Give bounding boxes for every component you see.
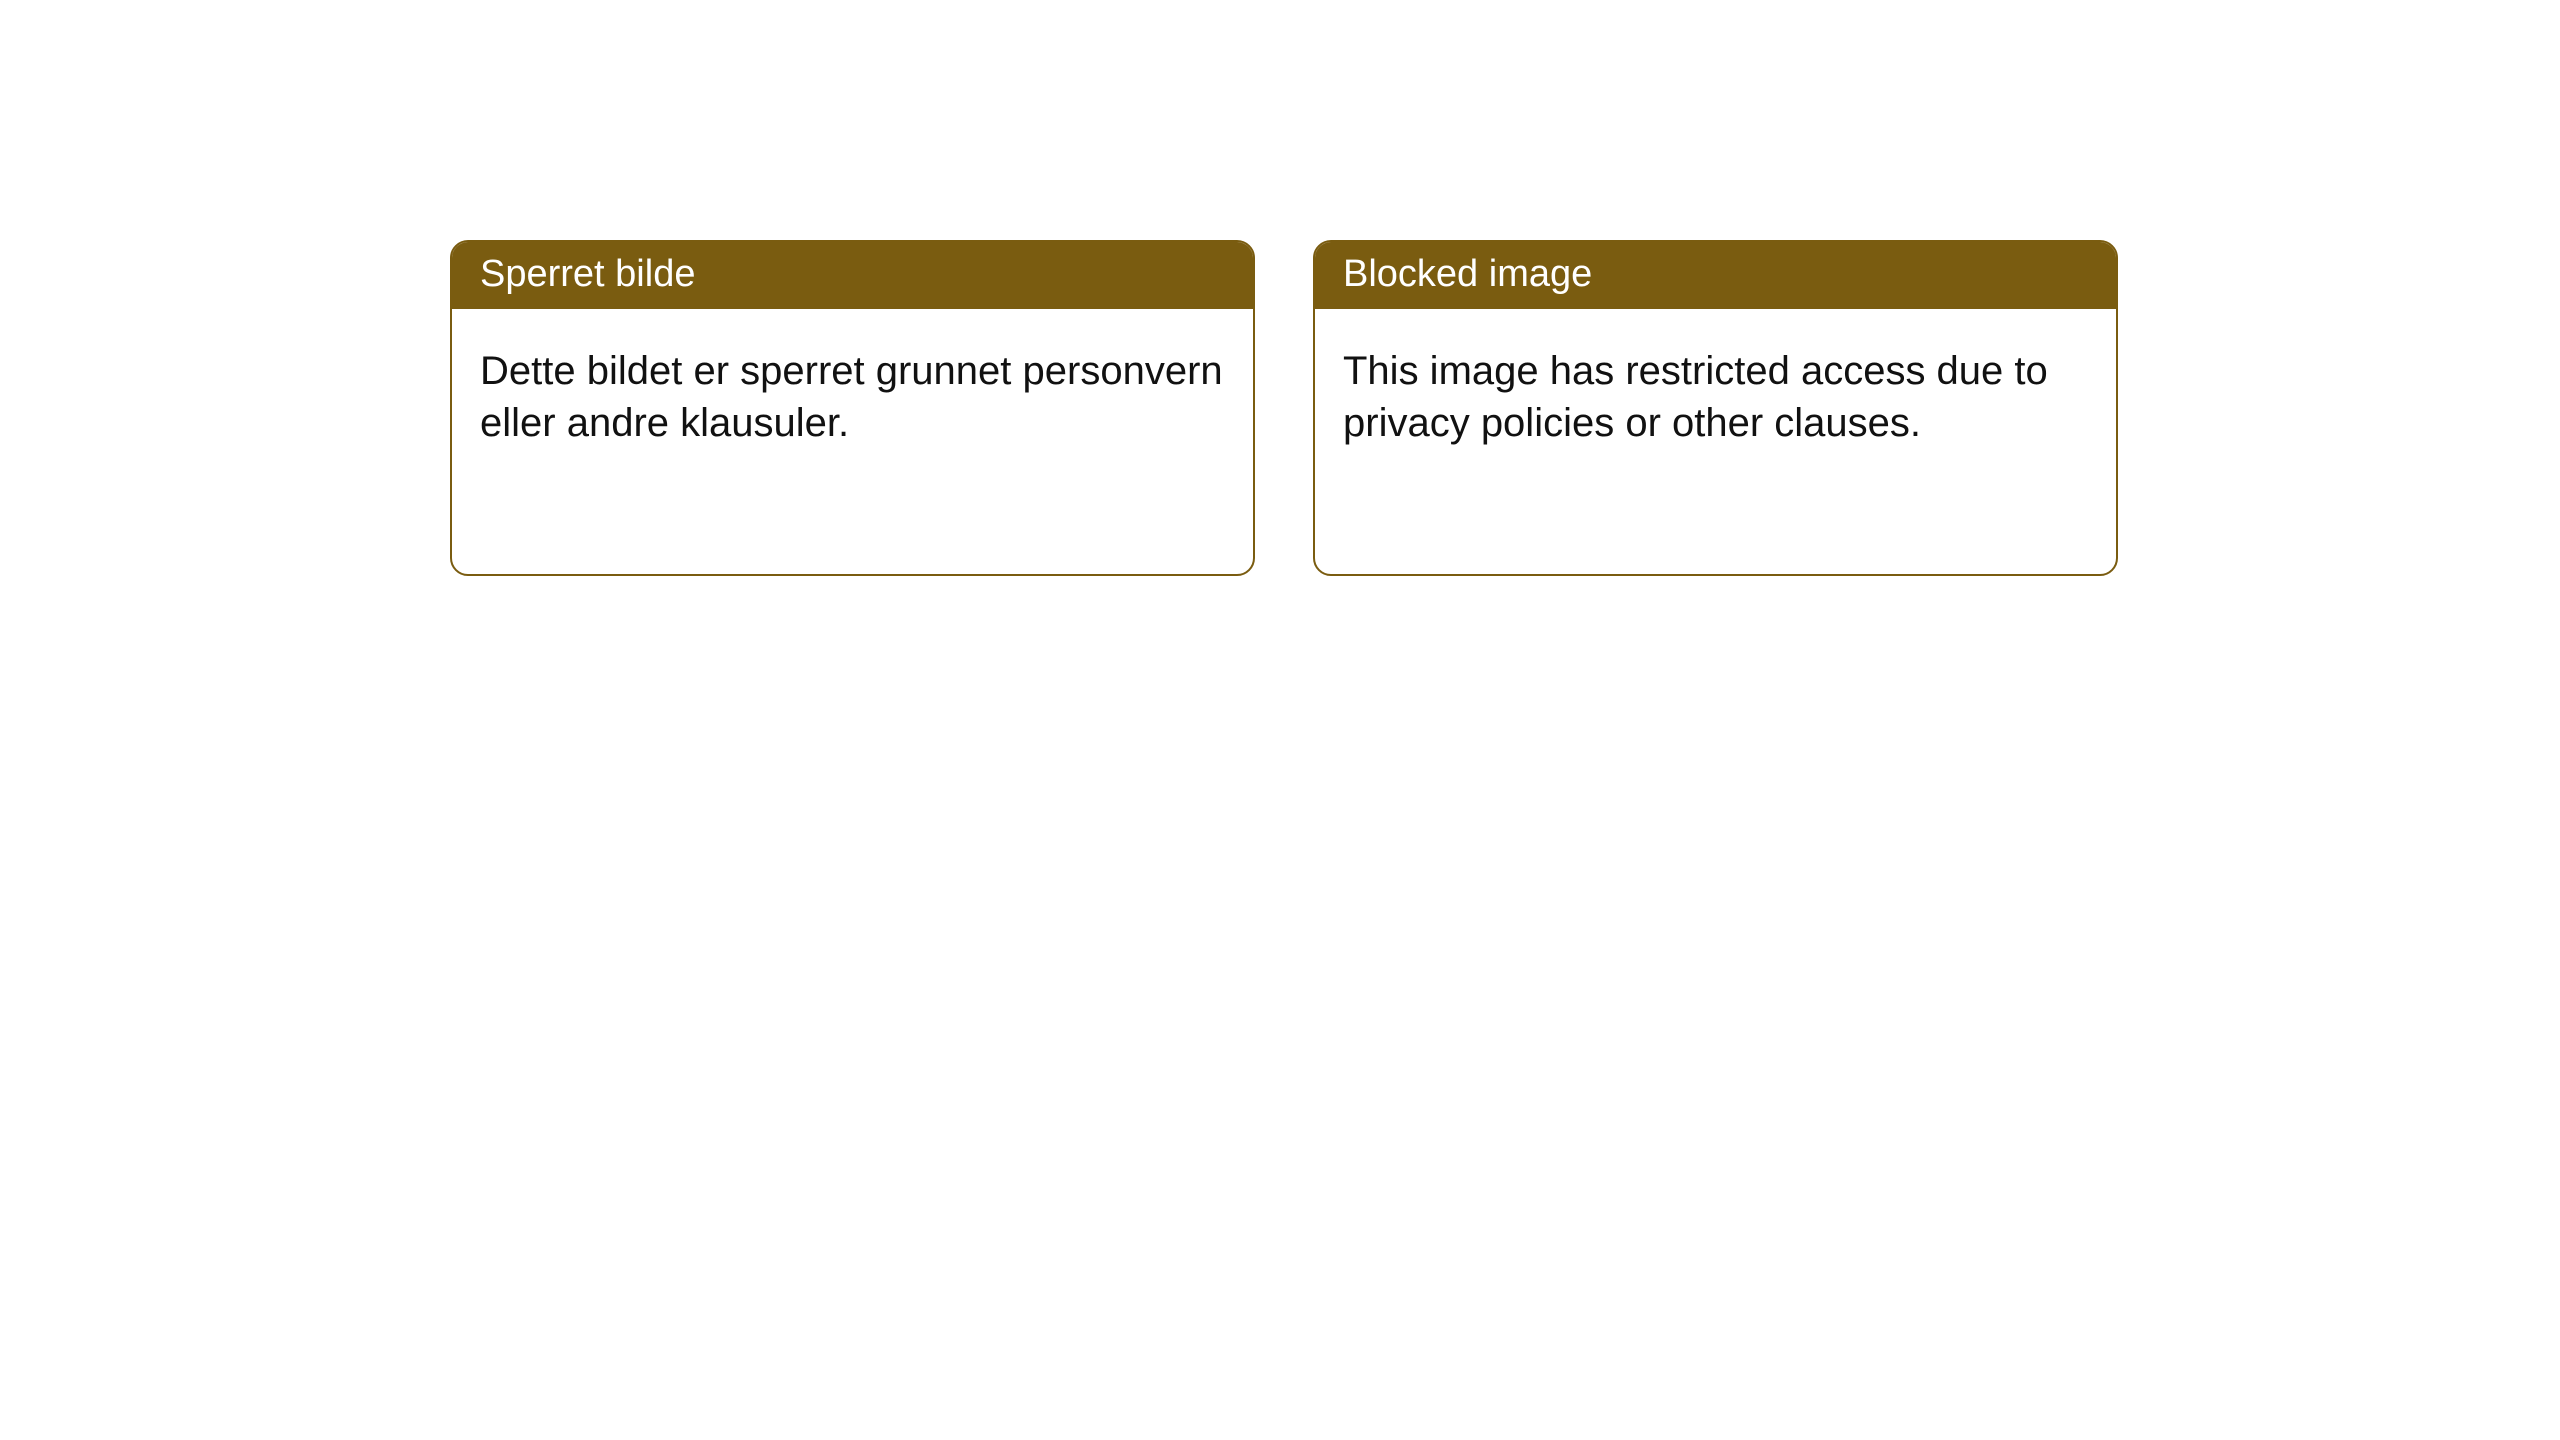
notice-body-norwegian: Dette bildet er sperret grunnet personve… [452, 309, 1253, 485]
notice-card-english: Blocked image This image has restricted … [1313, 240, 2118, 576]
notice-header-english: Blocked image [1315, 242, 2116, 309]
notice-container: Sperret bilde Dette bildet er sperret gr… [450, 240, 2118, 576]
notice-card-norwegian: Sperret bilde Dette bildet er sperret gr… [450, 240, 1255, 576]
notice-body-english: This image has restricted access due to … [1315, 309, 2116, 485]
notice-header-norwegian: Sperret bilde [452, 242, 1253, 309]
